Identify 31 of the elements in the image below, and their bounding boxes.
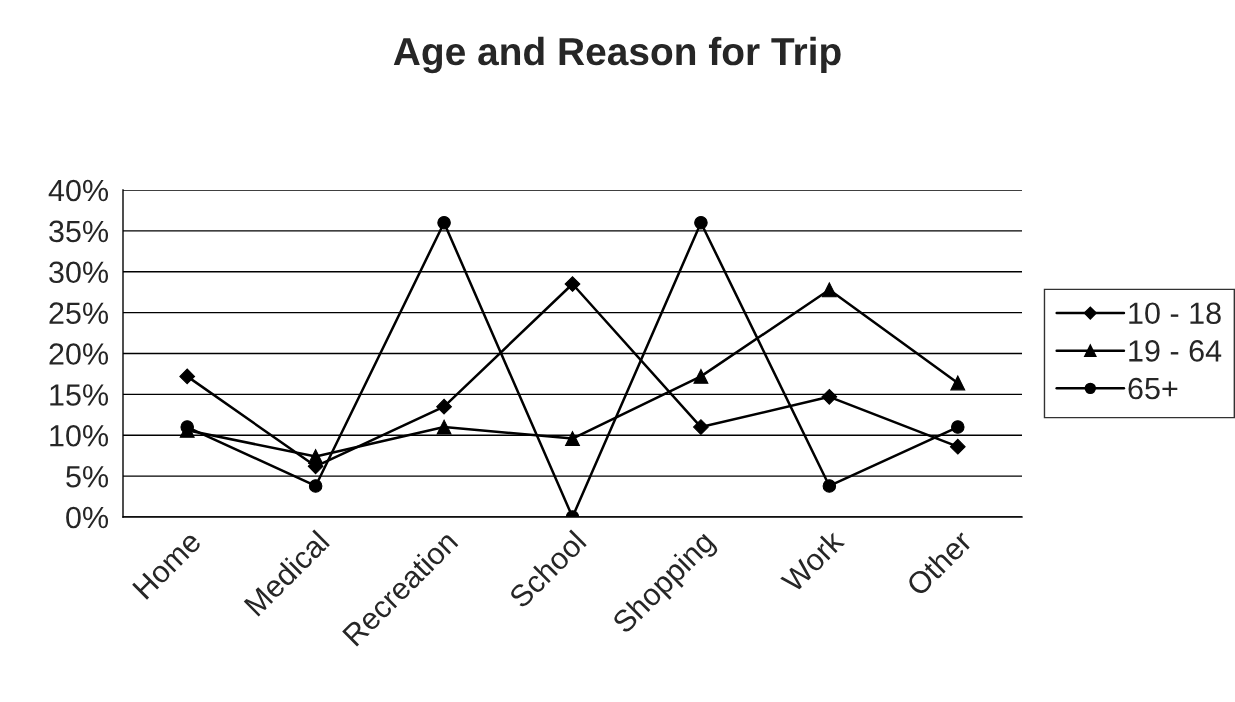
- point: [565, 431, 580, 446]
- legend-label: 19 - 64: [1129, 340, 1222, 362]
- y-tick-label: 0%: [66, 506, 109, 529]
- point: [180, 420, 194, 434]
- y-tick-label: 30%: [49, 261, 109, 284]
- point: [308, 449, 324, 464]
- point: [564, 276, 581, 292]
- point: [436, 398, 452, 415]
- point: [437, 215, 451, 230]
- point: [308, 479, 323, 493]
- y-tick-label: 10%: [50, 424, 109, 447]
- point: [822, 479, 837, 493]
- point: [951, 420, 965, 434]
- point: [693, 368, 709, 384]
- point: [436, 419, 452, 435]
- y-tick-label: 40%: [48, 179, 109, 202]
- point: [693, 419, 709, 435]
- y-tick-label: 35%: [49, 220, 109, 243]
- y-tick-label: 20%: [49, 343, 109, 365]
- legend-label: 65+: [1128, 377, 1178, 400]
- chart-title: Age and Reason for Trip: [393, 36, 841, 74]
- point: [949, 438, 966, 455]
- point: [821, 282, 837, 298]
- point: [821, 388, 838, 405]
- legend-label: 10 - 18: [1129, 302, 1221, 325]
- y-tick-label: 5%: [66, 465, 109, 488]
- point: [950, 375, 966, 391]
- point: [179, 368, 196, 385]
- point: [694, 215, 708, 230]
- y-tick-label: 15%: [50, 384, 109, 406]
- y-tick-label: 25%: [49, 302, 109, 324]
